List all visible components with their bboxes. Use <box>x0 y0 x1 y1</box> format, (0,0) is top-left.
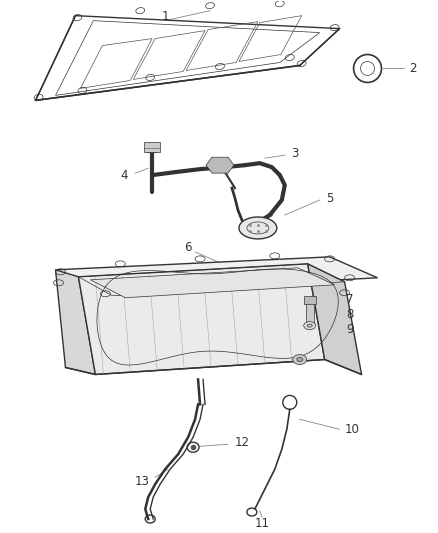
Text: 5: 5 <box>326 191 333 205</box>
Ellipse shape <box>297 358 303 361</box>
Text: 6: 6 <box>184 241 192 254</box>
Text: 1: 1 <box>162 10 169 23</box>
FancyBboxPatch shape <box>304 296 316 304</box>
Text: 2: 2 <box>409 62 416 75</box>
Text: 3: 3 <box>291 147 298 160</box>
Polygon shape <box>90 268 335 298</box>
Polygon shape <box>56 257 378 293</box>
Bar <box>144 142 160 152</box>
Text: 13: 13 <box>135 474 150 488</box>
Polygon shape <box>308 264 361 375</box>
Ellipse shape <box>293 354 307 365</box>
Text: 7: 7 <box>346 293 353 306</box>
Text: 9: 9 <box>346 323 353 336</box>
Ellipse shape <box>304 321 316 329</box>
Text: 11: 11 <box>254 518 269 530</box>
Text: 8: 8 <box>346 308 353 321</box>
Ellipse shape <box>307 324 312 327</box>
Text: 4: 4 <box>120 168 128 182</box>
Polygon shape <box>78 264 325 375</box>
Text: 12: 12 <box>234 436 249 449</box>
Ellipse shape <box>239 217 277 239</box>
Polygon shape <box>56 270 95 375</box>
Polygon shape <box>206 157 234 173</box>
FancyBboxPatch shape <box>306 303 314 322</box>
Text: 10: 10 <box>345 423 360 436</box>
